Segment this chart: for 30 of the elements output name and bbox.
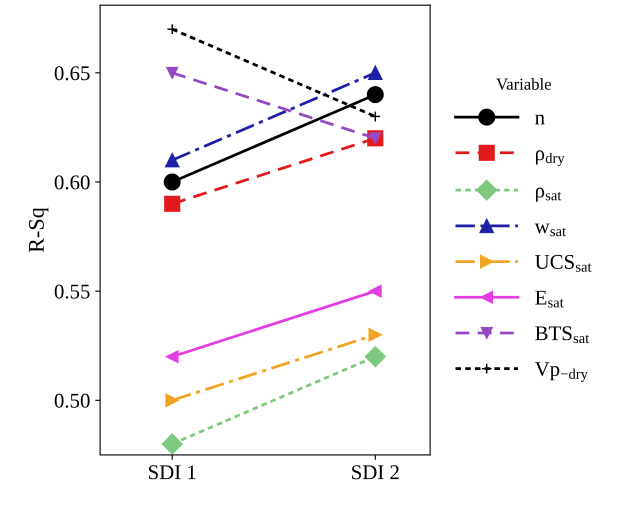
legend-label: ρ$_{dry}$ bbox=[536, 150, 565, 166]
point bbox=[164, 152, 180, 168]
point bbox=[364, 346, 386, 368]
y-tick-label: 0.50 bbox=[54, 394, 90, 408]
legend-label: BTS$_{sat}$ bbox=[535, 326, 590, 344]
y-tick-label: 0.65 bbox=[54, 66, 90, 80]
point bbox=[166, 66, 178, 79]
x-tick-label: SDI 2 bbox=[352, 465, 399, 480]
point bbox=[164, 196, 180, 212]
point bbox=[368, 328, 382, 342]
legend-label: UCS$_{sat}$ bbox=[535, 254, 592, 272]
legend-label: E$_{sat}$ bbox=[535, 290, 564, 308]
legend-label: w$_{sat}$ bbox=[534, 224, 566, 236]
point bbox=[162, 433, 183, 454]
point bbox=[165, 394, 180, 408]
y-tick-label: 0.55 bbox=[54, 284, 90, 299]
point bbox=[166, 350, 179, 364]
point bbox=[368, 66, 383, 80]
point bbox=[166, 24, 178, 35]
legend-label: Vp$_{−dry}$ bbox=[534, 362, 588, 382]
legend-label: n bbox=[535, 114, 545, 124]
point bbox=[366, 86, 384, 104]
y-tick-label: 0.60 bbox=[54, 175, 90, 190]
point bbox=[370, 110, 381, 122]
point bbox=[368, 284, 382, 298]
legend-title: Variable bbox=[496, 78, 551, 90]
x-tick-label: SDI 1 bbox=[149, 465, 196, 480]
point bbox=[164, 174, 181, 190]
y-axis-title: R-Sq bbox=[28, 208, 48, 252]
legend-label: ρ$_{sat}$ bbox=[536, 188, 562, 202]
